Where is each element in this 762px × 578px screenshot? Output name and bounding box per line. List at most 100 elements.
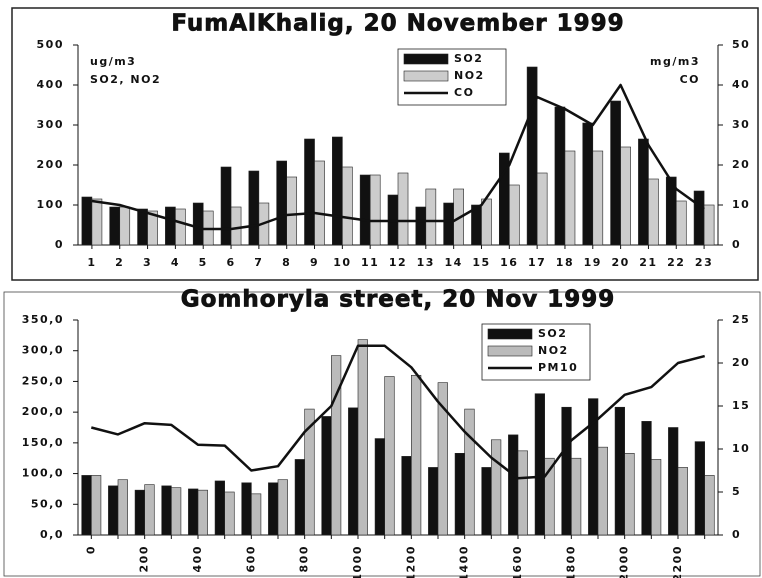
y-tick-label: 400 (37, 78, 64, 91)
bar (220, 166, 232, 246)
bar (624, 452, 635, 536)
bar (534, 393, 545, 536)
bar (294, 459, 305, 536)
x-tick-label: 8 (282, 256, 291, 269)
chart-title: FumAlKhalig, 20 November 1999 (171, 11, 624, 37)
bar (276, 160, 287, 246)
y2-tick-label: 25 (732, 313, 750, 326)
bar (304, 138, 315, 246)
bar (171, 487, 182, 536)
bar (374, 438, 385, 536)
y-tick-label: 500 (37, 38, 64, 51)
x-tick-label: 10 (333, 256, 351, 269)
bar (443, 202, 454, 246)
x-tick-label: 6 (226, 256, 235, 269)
x-tick-label: 15 (472, 256, 490, 269)
x-tick-label: 1400 (458, 545, 471, 578)
bar (536, 172, 548, 246)
x-tick-label: 800 (298, 545, 311, 572)
x-tick-label: 1000 (351, 545, 364, 578)
bar (359, 174, 371, 246)
legend-swatch (403, 53, 449, 65)
bar (342, 166, 353, 246)
x-tick-label: 19 (584, 256, 602, 269)
legend-label: NO2 (454, 69, 485, 82)
bar (517, 450, 528, 536)
bar (248, 170, 260, 246)
bar (188, 488, 199, 536)
x-tick-label: 2000 (618, 545, 631, 578)
bar (357, 339, 368, 536)
x-tick-label: 14 (444, 256, 462, 269)
y-tick-label: 150,0 (22, 436, 64, 449)
bar (428, 467, 439, 536)
y-axis-label: SO2, NO2 (90, 73, 161, 86)
y-tick-label: 0 (55, 238, 64, 251)
legend-swatch (487, 328, 533, 340)
frame-top (11, 7, 759, 281)
legend-label: SO2 (538, 327, 567, 340)
bar (454, 452, 465, 536)
bar (241, 482, 252, 536)
bar (91, 198, 103, 246)
x-tick-label: 2 (115, 256, 124, 269)
bar (304, 408, 315, 536)
bar (109, 206, 121, 246)
x-tick-label: 16 (500, 256, 518, 269)
bar (651, 459, 662, 536)
legend-label: SO2 (454, 52, 483, 65)
bar (81, 196, 93, 246)
y2-tick-label: 10 (732, 442, 750, 455)
x-tick-label: 9 (310, 256, 319, 269)
bar (564, 150, 576, 246)
bar (561, 406, 572, 536)
bar (425, 188, 437, 246)
bar (348, 407, 359, 536)
y-tick-label: 250,0 (22, 374, 64, 387)
x-tick-label: 1 (87, 256, 96, 269)
bar (491, 439, 502, 536)
bar (214, 480, 225, 536)
y2-tick-label: 0 (732, 238, 741, 251)
y2-tick-label: 15 (732, 399, 750, 412)
bar (415, 206, 427, 246)
bar (464, 408, 475, 536)
y2-tick-label: 0 (732, 528, 741, 541)
x-tick-label: 5 (199, 256, 208, 269)
bar (508, 434, 519, 536)
bar (397, 172, 409, 246)
bar (675, 200, 687, 246)
bar (677, 467, 688, 536)
bar (571, 457, 582, 536)
bar (614, 406, 625, 536)
y-tick-label: 100,0 (22, 467, 64, 480)
legend-swatch (403, 70, 449, 82)
bar (481, 467, 492, 536)
x-tick-label: 20 (611, 256, 629, 269)
bar (147, 210, 158, 246)
bar (175, 208, 186, 246)
x-tick-label: 400 (191, 545, 204, 572)
chart-title: Gomhoryla street, 20 Nov 1999 (181, 287, 616, 313)
bar (144, 484, 155, 536)
bar (668, 427, 679, 536)
bar (165, 206, 176, 246)
bar (277, 479, 288, 536)
bar (641, 421, 652, 536)
x-tick-label: 200 (138, 545, 151, 572)
bar (592, 150, 604, 246)
bar (526, 66, 538, 246)
bar (161, 485, 172, 536)
bar (137, 208, 148, 246)
x-tick-label: 11 (361, 256, 379, 269)
x-tick-label: 23 (695, 256, 713, 269)
bar (369, 174, 381, 246)
bar (384, 376, 395, 536)
bar (286, 176, 298, 246)
bar (703, 204, 715, 246)
bar (91, 475, 102, 536)
x-tick-label: 1200 (404, 545, 417, 578)
y-tick-label: 50,0 (31, 497, 64, 510)
legend-label: PM10 (538, 361, 578, 374)
y-tick-label: 0,0 (40, 528, 64, 541)
